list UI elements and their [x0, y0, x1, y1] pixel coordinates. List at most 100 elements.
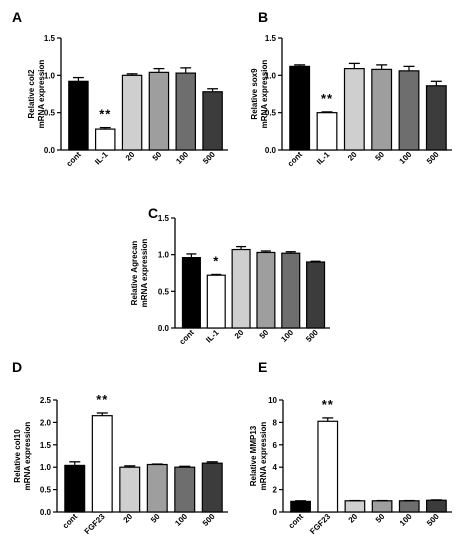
y-tick-label: 8	[273, 418, 278, 427]
panel-e: E 0 2 4 6 8 10 Relative MMP13 mRNA expression con…	[249, 359, 452, 536]
bar	[202, 91, 223, 151]
category-label: 500	[201, 512, 217, 528]
category-label: 20	[122, 512, 135, 525]
y-axis-title: mRNA expression	[260, 60, 269, 129]
y-tick-label: 1.0	[265, 71, 277, 80]
panel-letter: D	[12, 359, 22, 375]
panel-b: B 0.0 0.5 1.0 1.5 Relative sox9 mRNA expressio…	[250, 9, 452, 168]
category-label: cont	[178, 328, 197, 347]
category-label: IL-1	[204, 328, 221, 345]
bar	[68, 80, 89, 151]
bar	[317, 420, 339, 513]
panel-letter: B	[258, 9, 268, 25]
bar	[289, 65, 311, 151]
category-label: 500	[304, 328, 320, 344]
bar	[64, 464, 86, 513]
category-label: 20	[346, 150, 359, 163]
bar	[316, 112, 338, 151]
bar	[343, 68, 365, 151]
y-tick-label: 0.0	[158, 324, 170, 333]
category-label: cont	[65, 150, 84, 169]
y-tick-label: 10	[268, 396, 277, 405]
bar	[290, 500, 311, 513]
category-label: cont	[286, 150, 305, 169]
category-label: 500	[425, 512, 441, 528]
category-label: 50	[258, 328, 271, 341]
y-tick-label: 0.0	[265, 146, 277, 155]
y-axis-title: mRNA expression	[37, 60, 46, 129]
y-axis-title: mRNA expression	[23, 422, 32, 491]
bar	[201, 462, 223, 513]
y-axis-title: Relative col10	[13, 429, 22, 483]
y-tick-label: 1.0	[40, 463, 52, 472]
y-tick-label: 0.5	[44, 109, 56, 118]
significance-marker: **	[96, 392, 108, 407]
significance-marker: **	[321, 91, 333, 106]
category-label: 500	[425, 150, 441, 166]
category-label: FGF23	[83, 512, 107, 536]
y-tick-label: 0.0	[40, 508, 52, 517]
y-tick-label: 6	[273, 441, 278, 450]
bar	[256, 251, 276, 329]
category-label: 20	[124, 150, 137, 163]
category-label: 50	[151, 150, 164, 163]
panel-letter: C	[148, 205, 158, 221]
category-label: IL-1	[93, 150, 110, 167]
category-label: cont	[61, 512, 80, 531]
y-axis-title: Relative sox9	[250, 68, 259, 120]
y-tick-label: 2	[273, 486, 278, 495]
category-label: 50	[149, 512, 162, 525]
bar	[231, 248, 251, 329]
bar	[306, 261, 326, 329]
bar	[206, 274, 226, 329]
y-axis-title: Relative Agrecan	[130, 241, 139, 306]
y-tick-label: 4	[273, 463, 278, 472]
y-tick-label: 1.0	[158, 251, 170, 260]
bar	[94, 128, 116, 151]
significance-marker: **	[322, 397, 334, 412]
y-axis-title: mRNA expression	[140, 239, 149, 308]
y-tick-label: 2.0	[40, 418, 52, 427]
bar	[146, 463, 168, 513]
bar	[148, 71, 170, 151]
bar	[281, 252, 301, 329]
y-tick-label: 1.5	[158, 214, 170, 223]
bar	[425, 85, 447, 151]
panel-d: D 0.0 0.5 1.0 1.5 2.0 2.5 Relative col10 mRNA ex…	[12, 359, 228, 536]
y-tick-label: 0.5	[265, 109, 277, 118]
category-label: 20	[347, 512, 360, 525]
y-tick-label: 1.0	[44, 71, 56, 80]
panel-letter: A	[12, 9, 22, 25]
bar	[398, 500, 420, 513]
y-tick-label: 0.5	[40, 486, 52, 495]
y-tick-label: 1.5	[40, 441, 52, 450]
category-label: 50	[374, 512, 387, 525]
bar	[91, 415, 113, 513]
panel-a: A 0.0 0.5 1.0 1.5 Relative col2 mRNA expressio…	[12, 9, 228, 168]
bar	[344, 500, 366, 513]
bar	[121, 74, 143, 151]
y-tick-label: 0	[273, 508, 278, 517]
significance-marker: *	[213, 253, 219, 268]
bar	[175, 72, 197, 151]
category-label: 50	[373, 150, 386, 163]
y-tick-label: 2.5	[40, 396, 52, 405]
category-label: 100	[174, 150, 190, 166]
bar	[371, 68, 393, 151]
bar	[181, 257, 201, 329]
y-tick-label: 1.5	[265, 34, 277, 43]
category-label: cont	[287, 512, 306, 531]
y-tick-label: 0.5	[158, 287, 170, 296]
panel-letter: E	[258, 359, 267, 375]
bar	[371, 500, 393, 513]
bar	[426, 499, 447, 513]
y-axis-title: Relative MMP13	[249, 425, 258, 486]
bar	[174, 466, 196, 513]
y-axis-title: mRNA expression	[259, 422, 268, 491]
significance-marker: **	[99, 107, 111, 122]
category-label: IL-1	[315, 150, 332, 167]
panel-c: C 0.0 0.5 1.0 1.5 Relative Agrecan mRNA expres…	[130, 205, 330, 346]
category-label: 100	[398, 512, 414, 528]
category-label: 100	[173, 512, 189, 528]
